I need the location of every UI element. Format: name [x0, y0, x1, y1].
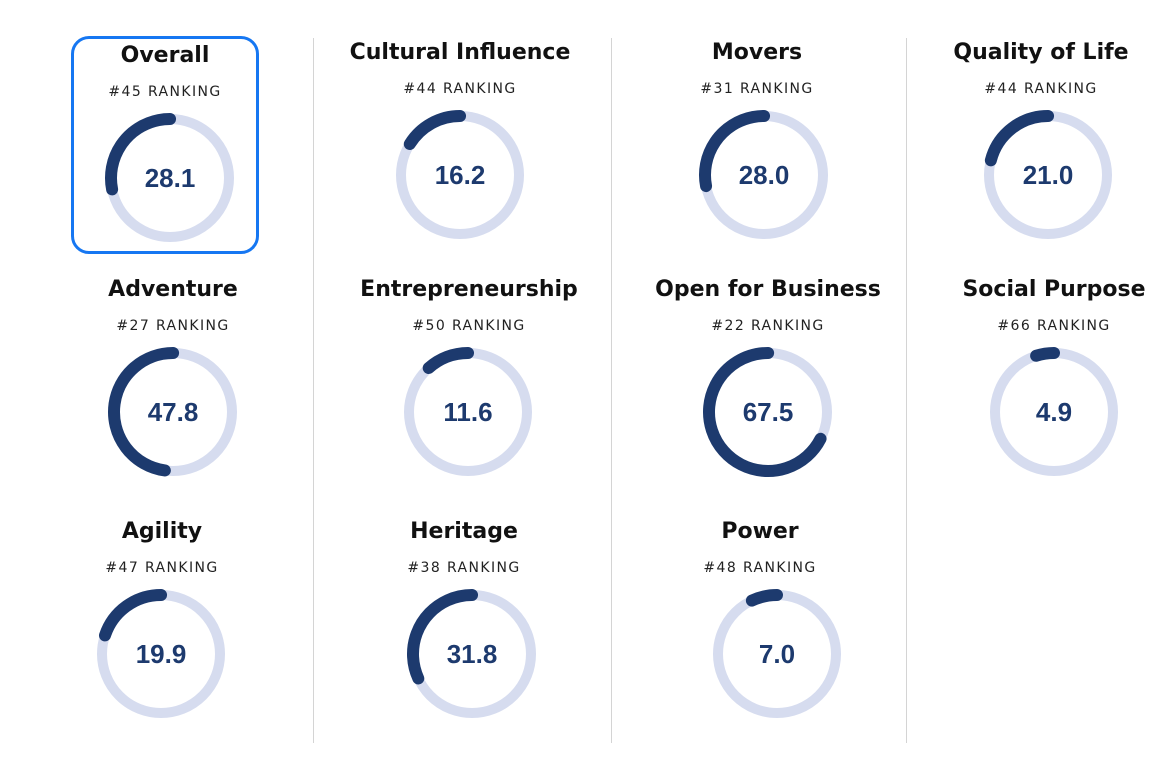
- score-card-social-purpose[interactable]: Social Purpose #66 RANKING 4.9: [960, 273, 1148, 491]
- ranking-label: #27 RANKING: [116, 318, 230, 334]
- score-gauge: 16.2: [393, 108, 527, 242]
- ranking-label: #48 RANKING: [703, 560, 817, 576]
- gauge-arc: [395, 109, 525, 240]
- column-divider: [906, 38, 907, 743]
- gauge-arc: [983, 110, 1113, 241]
- score-gauge: 4.9: [987, 345, 1121, 479]
- score-card-movers[interactable]: Movers #31 RANKING 28.0: [663, 36, 851, 254]
- gauge-ring: [403, 347, 533, 477]
- score-card-agility[interactable]: Agility #47 RANKING 19.9: [68, 515, 256, 733]
- gauge-ring: [105, 113, 235, 243]
- score-gauge: 31.8: [405, 587, 539, 721]
- score-value: 47.8: [147, 397, 199, 427]
- card-title: Cultural Influence: [349, 40, 571, 65]
- card-title: Quality of Life: [953, 40, 1129, 65]
- score-card-heritage[interactable]: Heritage #38 RANKING 31.8: [370, 515, 558, 733]
- gauge-ring: [108, 347, 238, 477]
- score-value: 11.6: [443, 397, 493, 427]
- gauge-ring: [395, 109, 525, 240]
- ranking-label: #38 RANKING: [407, 560, 521, 576]
- card-title: Movers: [711, 40, 803, 65]
- card-title: Adventure: [108, 277, 238, 302]
- gauge-arc: [108, 347, 238, 477]
- card-title: Entrepreneurship: [360, 277, 578, 302]
- score-card-open-for-business[interactable]: Open for Business #22 RANKING 67.5: [655, 273, 881, 491]
- gauge-arc: [712, 588, 842, 719]
- ranking-label: #50 RANKING: [412, 318, 526, 334]
- score-gauge: 19.9: [94, 587, 228, 721]
- gauge-ring: [703, 347, 833, 477]
- score-value: 4.9: [1035, 397, 1073, 427]
- ranking-label: #44 RANKING: [984, 81, 1098, 97]
- ranking-label: #22 RANKING: [711, 318, 825, 334]
- score-value: 16.2: [434, 160, 486, 190]
- card-title: Heritage: [410, 519, 518, 544]
- score-gauge: 7.0: [710, 587, 844, 721]
- gauge-arc: [105, 113, 235, 243]
- card-title: Agility: [121, 519, 203, 544]
- score-gauge: 21.0: [981, 108, 1115, 242]
- gauge-ring: [712, 588, 842, 719]
- ranking-label: #31 RANKING: [700, 81, 814, 97]
- gauge-arc: [703, 347, 833, 477]
- score-card-overall[interactable]: Overall #45 RANKING 28.1: [71, 36, 259, 254]
- gauge-arc: [989, 347, 1119, 477]
- card-title: Open for Business: [655, 277, 881, 302]
- gauge-ring: [699, 110, 829, 240]
- gauge-arc: [407, 589, 537, 719]
- gauge-ring: [989, 347, 1119, 477]
- gauge-arc: [403, 347, 533, 477]
- ranking-label: #66 RANKING: [997, 318, 1111, 334]
- score-value: 21.0: [1022, 160, 1074, 190]
- score-value: 28.1: [144, 163, 196, 193]
- score-gauge: 28.1: [103, 111, 237, 245]
- card-title: Social Purpose: [962, 277, 1146, 302]
- score-card-quality-of-life[interactable]: Quality of Life #44 RANKING 21.0: [947, 36, 1135, 254]
- score-value: 31.8: [446, 639, 498, 669]
- score-value: 7.0: [758, 639, 796, 669]
- gauge-arc: [699, 110, 829, 240]
- ranking-label: #44 RANKING: [403, 81, 517, 97]
- score-card-adventure[interactable]: Adventure #27 RANKING 47.8: [79, 273, 267, 491]
- ranking-label: #47 RANKING: [105, 560, 219, 576]
- gauge-arc: [96, 589, 226, 719]
- score-value: 67.5: [742, 397, 794, 427]
- column-divider: [313, 38, 314, 743]
- column-divider: [611, 38, 612, 743]
- score-card-entrepreneurship[interactable]: Entrepreneurship #50 RANKING 11.6: [360, 273, 578, 491]
- gauge-ring: [96, 589, 226, 719]
- score-value: 28.0: [738, 160, 790, 190]
- gauge-ring: [983, 110, 1113, 241]
- card-title: Power: [721, 519, 799, 544]
- score-card-cultural-influence[interactable]: Cultural Influence #44 RANKING 16.2: [350, 36, 570, 254]
- score-gauge: 67.5: [701, 345, 835, 479]
- score-value: 19.9: [135, 639, 187, 669]
- score-gauge: 47.8: [106, 345, 240, 479]
- card-title: Overall: [120, 43, 210, 68]
- ranking-label: #45 RANKING: [108, 84, 222, 100]
- gauge-ring: [407, 589, 537, 719]
- score-gauge: 28.0: [697, 108, 831, 242]
- score-gauge: 11.6: [401, 345, 535, 479]
- score-card-power[interactable]: Power #48 RANKING 7.0: [666, 515, 854, 733]
